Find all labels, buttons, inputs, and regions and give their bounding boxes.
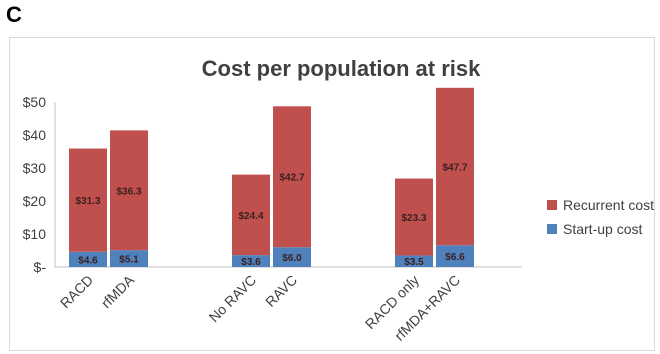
data-label: $5.1 bbox=[119, 255, 139, 266]
bar-segment bbox=[395, 255, 433, 267]
panel-letter: C bbox=[6, 2, 22, 27]
y-tick-label: $40 bbox=[23, 127, 47, 143]
y-tick-label: $50 bbox=[23, 94, 47, 110]
bar-segment bbox=[273, 247, 311, 267]
legend-swatch bbox=[547, 224, 557, 234]
bar-segment bbox=[110, 130, 148, 251]
bar-segment bbox=[69, 148, 107, 252]
data-label: $24.4 bbox=[238, 211, 263, 222]
data-label: $23.3 bbox=[401, 213, 426, 224]
y-tick-label: $30 bbox=[23, 160, 47, 176]
legend-swatch bbox=[547, 200, 557, 210]
data-label: $31.3 bbox=[75, 196, 100, 207]
legend-label: Recurrent cost bbox=[563, 197, 654, 213]
y-tick-label: $20 bbox=[23, 193, 47, 209]
data-label: $6.6 bbox=[445, 252, 465, 263]
data-label: $42.7 bbox=[279, 173, 304, 184]
x-tick-label: RAVC bbox=[262, 272, 300, 310]
bars: $4.6 $31.3 $5.1 $36.3 $3.6 $24.4 $6.0 $42.7 $3.5… bbox=[69, 87, 474, 268]
chart-title: Cost per population at risk bbox=[202, 56, 481, 81]
data-label: $6.0 bbox=[282, 253, 302, 264]
bar-segment bbox=[232, 174, 270, 256]
y-tick-label: $10 bbox=[23, 226, 47, 242]
legend: Recurrent cost Start-up cost bbox=[547, 197, 654, 237]
bar-segment bbox=[436, 87, 474, 246]
data-label: $3.5 bbox=[404, 257, 424, 268]
bar-segment bbox=[232, 255, 270, 267]
data-label: $4.6 bbox=[78, 255, 98, 266]
bar-segment bbox=[436, 245, 474, 267]
data-label: $47.7 bbox=[442, 163, 467, 174]
bar-segment bbox=[273, 106, 311, 248]
bar-segment bbox=[69, 251, 107, 267]
x-tick-label: rfMDA bbox=[98, 271, 138, 311]
data-label: $36.3 bbox=[116, 186, 141, 197]
bar-segment bbox=[110, 250, 148, 267]
legend-label: Start-up cost bbox=[563, 221, 642, 237]
stacked-bar-chart: Cost per population at risk $-$10$20$30$… bbox=[23, 56, 655, 344]
y-axis-ticks: $- $10 $20 $30 $40 $50 bbox=[23, 94, 47, 275]
y-tick-label: $- bbox=[34, 259, 47, 275]
chart-area: Cost per population at risk $- $10 $20 $30 $… bbox=[9, 37, 655, 351]
x-tick-label: No RAVC bbox=[206, 272, 259, 325]
data-label: $3.6 bbox=[241, 257, 261, 268]
x-tick-label: RACD bbox=[57, 272, 96, 311]
bar-segment bbox=[395, 178, 433, 256]
